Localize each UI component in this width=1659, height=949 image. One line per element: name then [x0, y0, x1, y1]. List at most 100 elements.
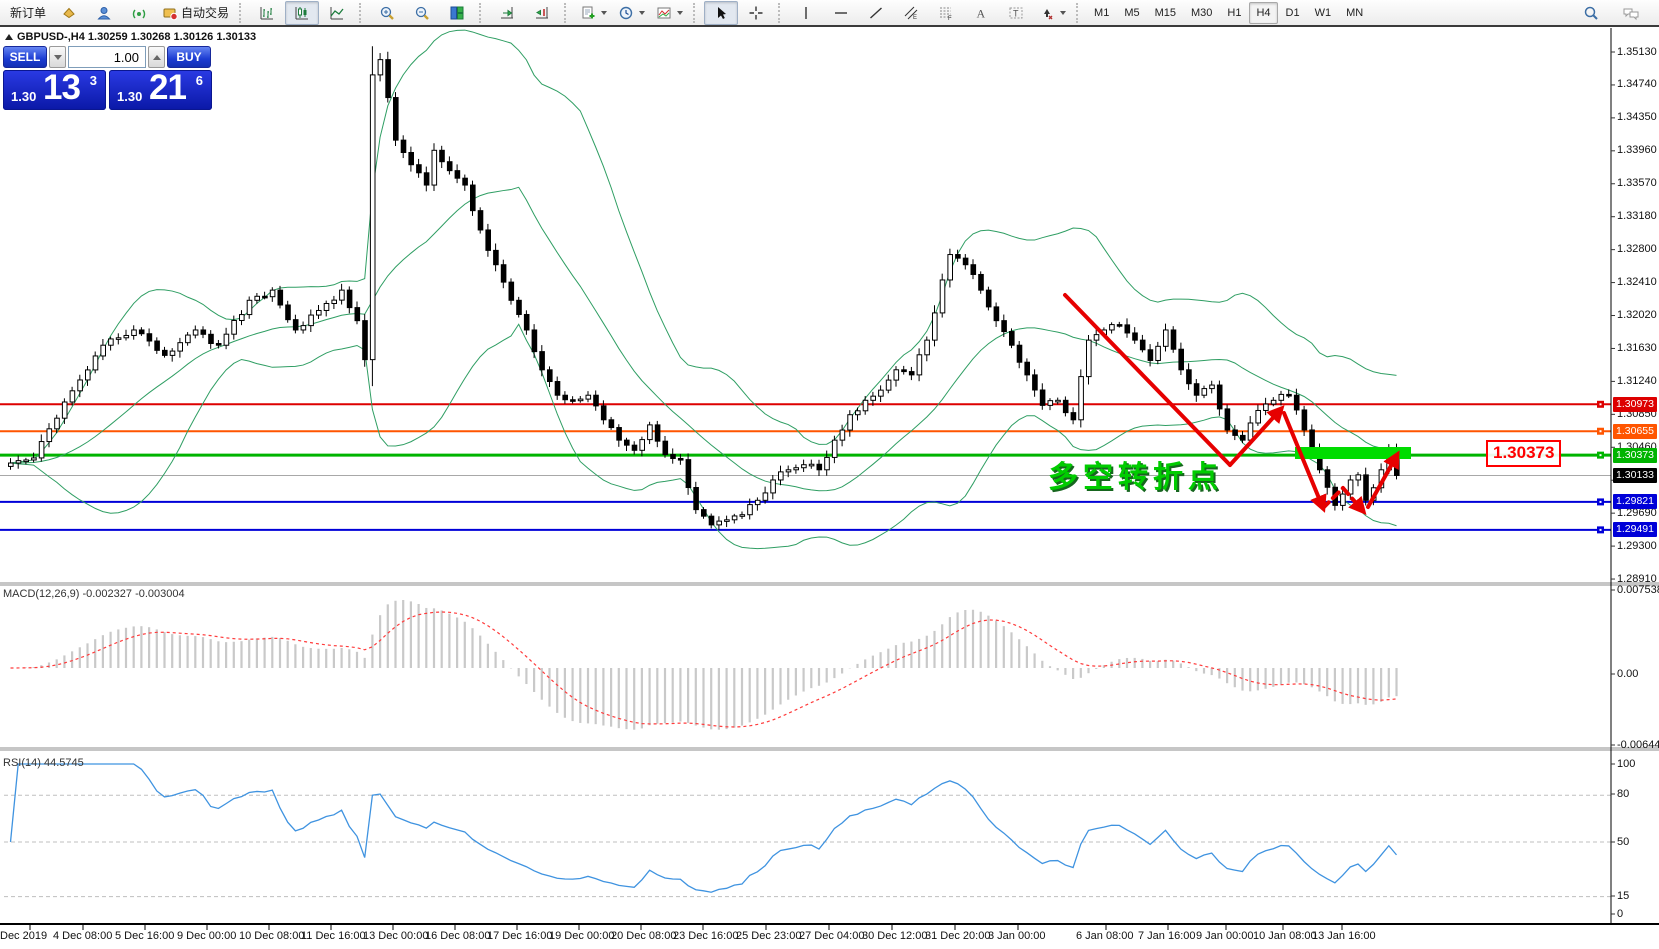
- new-order-icon-button[interactable]: [52, 1, 86, 25]
- svg-text:E: E: [913, 15, 917, 21]
- chevron-down-icon: [677, 10, 684, 15]
- timeframe-d1[interactable]: D1: [1285, 6, 1300, 19]
- rsi-axis-label: 15: [1617, 890, 1630, 902]
- timeframe-h4[interactable]: H4: [1249, 1, 1278, 24]
- sell-button[interactable]: SELL: [3, 46, 47, 68]
- volume-input[interactable]: [68, 46, 146, 68]
- volume-decrease-button[interactable]: [49, 46, 66, 68]
- time-tick-label: 31 Dec 20:00: [925, 930, 991, 942]
- horizontal-line-icon: [835, 11, 848, 14]
- timeframe-m30[interactable]: M30: [1191, 6, 1213, 19]
- buy-price-panel[interactable]: 1.30 21 6: [109, 68, 212, 110]
- buy-button[interactable]: BUY: [167, 46, 211, 68]
- time-tick-label: 20 Dec 08:00: [611, 930, 677, 942]
- time-tick-label: 25 Dec 23:00: [736, 930, 802, 942]
- price-tick-label: 1.32800: [1617, 243, 1657, 256]
- timeframe-m5[interactable]: M5: [1124, 6, 1140, 19]
- crosshair-button[interactable]: [739, 1, 773, 25]
- horizontal-line-button[interactable]: [824, 1, 858, 25]
- toolbar-separator: [359, 2, 364, 23]
- autotrading-icon: [163, 8, 178, 20]
- chevron-down-icon: [1060, 10, 1067, 15]
- timeframe-w1[interactable]: W1: [1314, 6, 1332, 19]
- rsi-axis-label: 50: [1617, 836, 1630, 848]
- profile-button[interactable]: [87, 1, 121, 25]
- cursor-icon: [718, 6, 727, 19]
- zoom-out-icon: [415, 6, 429, 20]
- rsi-axis-label: 0: [1617, 908, 1624, 920]
- fibonacci-button[interactable]: F: [929, 1, 963, 25]
- time-tick-label: Dec 2019: [0, 930, 48, 942]
- tile-windows-button[interactable]: [440, 1, 474, 25]
- sell-price-pip: 3: [89, 73, 97, 88]
- macd-layer: [10, 599, 1398, 730]
- timeframe-h1[interactable]: H1: [1227, 6, 1242, 19]
- price-tick-label: 1.31240: [1617, 374, 1657, 387]
- price-axis[interactable]: 1.35130 1.34740 1.34350 1.33960 1.33570 1.331…: [1611, 27, 1659, 924]
- chevron-down-icon: [639, 10, 646, 15]
- candlestick-chart-button[interactable]: [285, 0, 320, 25]
- equidistant-channel-button[interactable]: E: [894, 1, 928, 25]
- symbol-arrow-icon: [5, 34, 13, 40]
- search-button[interactable]: [1574, 1, 1608, 25]
- buy-price-prefix: 1.30: [117, 89, 143, 104]
- tile-windows-icon: [450, 6, 464, 19]
- zoom-in-button[interactable]: [370, 1, 404, 25]
- new-order-button[interactable]: 新订单: [5, 1, 51, 25]
- vertical-line-icon: [805, 6, 807, 19]
- cursor-button[interactable]: [704, 0, 739, 25]
- trendline-button[interactable]: [859, 1, 893, 25]
- autotrading-label: 自动交易: [181, 6, 230, 20]
- price-tick-label: 1.35130: [1617, 45, 1657, 58]
- price-line-tag: 1.30655: [1613, 423, 1657, 439]
- price-tick-label: 1.28910: [1617, 572, 1657, 585]
- templates-button[interactable]: [651, 1, 688, 25]
- signal-button[interactable]: [122, 1, 156, 25]
- toolbar-separator: [778, 2, 783, 23]
- price-line-tag: 1.29821: [1613, 494, 1657, 510]
- macd-axis-label: 0.00: [1617, 668, 1639, 680]
- periods-clock-icon: [619, 6, 633, 19]
- time-tick-label: 10 Jan 08:00: [1253, 930, 1317, 942]
- arrows-button[interactable]: [1034, 1, 1071, 25]
- time-axis[interactable]: Dec 2019 4 Dec 08:00 5 Dec 16:00 9 Dec 00:0…: [0, 928, 1659, 948]
- text-button[interactable]: A: [964, 1, 998, 25]
- volume-increase-button[interactable]: [148, 46, 165, 68]
- zoom-in-icon: [380, 6, 394, 20]
- price-tick-label: 1.29300: [1617, 539, 1657, 552]
- text-label-button[interactable]: T: [999, 1, 1033, 25]
- current-price-tag: 1.30133: [1613, 467, 1657, 483]
- price-tick-label: 1.34740: [1617, 78, 1657, 91]
- periods-button[interactable]: [613, 1, 650, 25]
- svg-text:T: T: [1013, 8, 1019, 18]
- price-tick-label: 1.33570: [1617, 177, 1657, 190]
- autotrading-button[interactable]: 自动交易: [157, 1, 234, 25]
- timeframe-mn[interactable]: MN: [1346, 6, 1364, 19]
- time-tick-label: 11 Dec 16:00: [301, 930, 366, 942]
- add-indicator-button[interactable]: [575, 1, 612, 25]
- time-tick-label: 13 Dec 00:00: [363, 930, 429, 942]
- sell-price-panel[interactable]: 1.30 13 3: [3, 68, 106, 110]
- candlestick-chart-icon: [295, 6, 309, 19]
- auto-scroll-button[interactable]: [490, 1, 524, 25]
- time-tick-label: 19 Dec 00:00: [549, 930, 615, 942]
- buy-price-pip: 6: [195, 73, 203, 88]
- chart-shift-button[interactable]: [525, 1, 559, 25]
- timeframe-m1[interactable]: M1: [1094, 6, 1110, 19]
- line-chart-button[interactable]: [320, 1, 354, 25]
- timeframe-m15[interactable]: M15: [1154, 6, 1176, 19]
- vertical-line-button[interactable]: [789, 1, 823, 25]
- bar-chart-button[interactable]: [250, 1, 284, 25]
- zoom-out-button[interactable]: [405, 1, 439, 25]
- rsi-layer: [4, 763, 1611, 898]
- text-icon: A: [977, 6, 986, 20]
- buy-price-main: 21: [149, 68, 187, 107]
- profile-icon: [97, 6, 111, 19]
- fibonacci-icon: F: [940, 7, 952, 21]
- price-line-tag: 1.30373: [1613, 447, 1657, 463]
- macd-axis-label: 0.007538: [1617, 584, 1659, 596]
- new-order-label: 新订单: [10, 6, 47, 20]
- chat-button[interactable]: [1614, 1, 1648, 25]
